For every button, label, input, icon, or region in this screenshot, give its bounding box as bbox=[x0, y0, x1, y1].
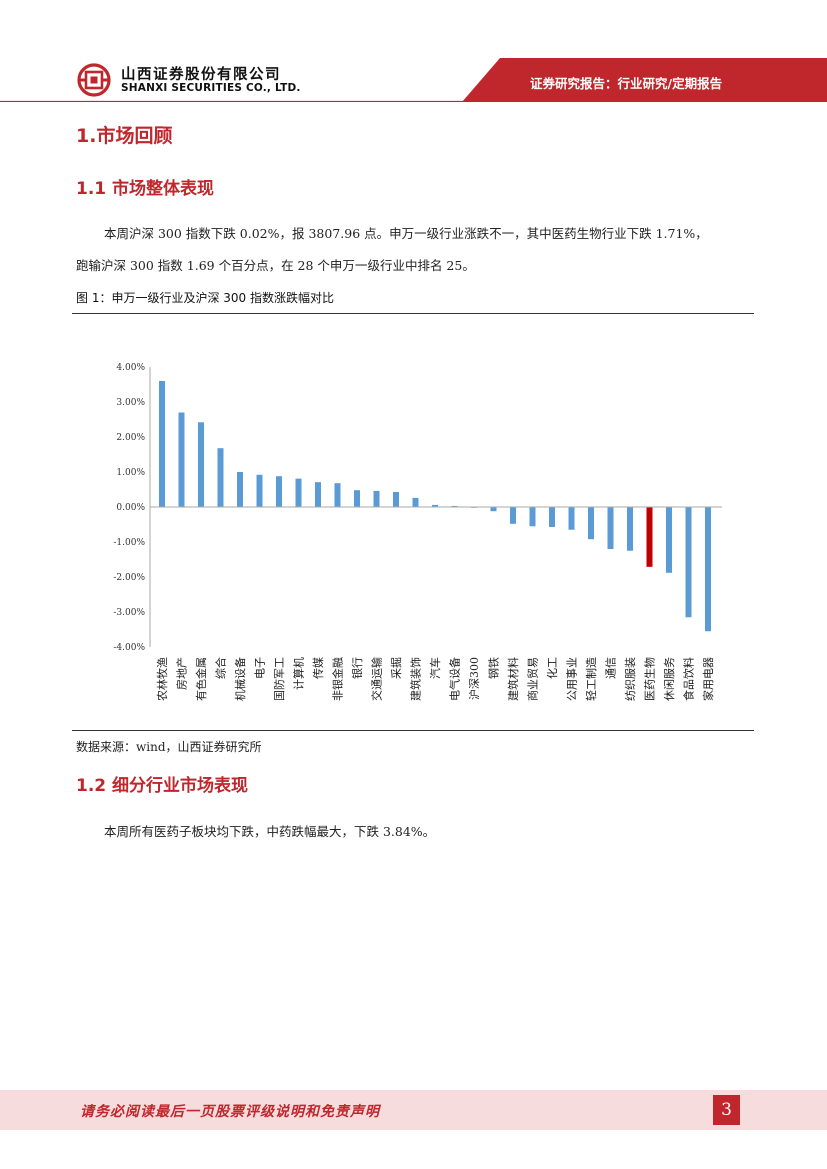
bar-23 bbox=[607, 507, 614, 549]
subsection-title-1: 1.1 市场整体表现 bbox=[76, 179, 215, 199]
header-band bbox=[0, 58, 827, 102]
bar-6 bbox=[276, 476, 282, 507]
bar-19 bbox=[529, 507, 536, 527]
bar-28 bbox=[705, 507, 711, 632]
footer-disclaimer: 请务必阅读最后一页股票评级说明和免责声明 bbox=[80, 1104, 380, 1120]
footer-band bbox=[0, 1090, 827, 1130]
category-label: 建筑装饰 bbox=[409, 657, 423, 701]
bar-7 bbox=[295, 478, 302, 507]
y-tick-label: 0.00% bbox=[116, 503, 145, 513]
bar-11 bbox=[373, 490, 380, 507]
figure-source: 数据来源：wind，山西证券研究所 bbox=[76, 740, 262, 754]
bar-9 bbox=[334, 483, 341, 507]
bar-2 bbox=[198, 422, 204, 507]
category-label: 银行 bbox=[350, 657, 364, 679]
bar-8 bbox=[315, 482, 321, 507]
bar-0 bbox=[159, 381, 165, 507]
category-label: 电子 bbox=[254, 657, 267, 679]
category-label: 公用事业 bbox=[566, 657, 579, 701]
bar-10 bbox=[354, 490, 360, 507]
figure-bottom-rule bbox=[72, 730, 754, 731]
company-name-en: SHANXI SECURITIES CO., LTD. bbox=[121, 82, 301, 94]
y-tick-label: -3.00% bbox=[113, 608, 145, 618]
bar-27 bbox=[685, 507, 692, 618]
y-tick-label: -2.00% bbox=[113, 573, 145, 583]
category-label: 采掘 bbox=[389, 657, 403, 679]
bar-20 bbox=[549, 507, 555, 527]
y-tick-label: 2.00% bbox=[116, 433, 145, 443]
category-label: 通信 bbox=[605, 657, 618, 679]
subsection-title-2: 1.2 细分行业市场表现 bbox=[76, 776, 249, 796]
category-label: 综合 bbox=[214, 657, 228, 679]
category-label: 农林牧渔 bbox=[155, 657, 169, 701]
bar-13 bbox=[412, 497, 419, 507]
page-number: 3 bbox=[713, 1095, 740, 1125]
paragraph-market-line2: 跑输沪深 300 指数 1.69 个百分点，在 28 个申万一级行业中排名 25… bbox=[76, 258, 475, 273]
category-label: 计算机 bbox=[292, 657, 306, 690]
figure-caption: 图 1：申万一级行业及沪深 300 指数涨跌幅对比 bbox=[76, 291, 334, 305]
company-logo bbox=[77, 63, 111, 97]
figure-top-rule bbox=[72, 313, 754, 314]
category-label: 休闲服务 bbox=[662, 657, 676, 701]
bar-1 bbox=[178, 412, 185, 507]
category-label: 有色金属 bbox=[194, 657, 208, 701]
category-label: 交通运输 bbox=[370, 657, 384, 701]
category-label: 非银金融 bbox=[331, 657, 345, 701]
y-tick-label: 4.00% bbox=[116, 363, 145, 373]
y-tick-label: -1.00% bbox=[113, 538, 145, 548]
category-label: 化工 bbox=[545, 657, 559, 679]
y-tick-label: 1.00% bbox=[116, 468, 145, 478]
category-label: 建筑材料 bbox=[506, 657, 520, 701]
category-label: 钢铁 bbox=[488, 657, 501, 679]
y-tick-label: -4.00% bbox=[113, 643, 145, 653]
category-label: 汽车 bbox=[428, 657, 442, 679]
category-label: 机械设备 bbox=[233, 657, 247, 701]
paragraph-market-line1: 本周沪深 300 指数下跌 0.02%，报 3807.96 点。申万一级行业涨跌… bbox=[104, 226, 708, 241]
bar-17 bbox=[490, 507, 497, 512]
bar-18 bbox=[510, 507, 516, 524]
category-label: 传媒 bbox=[312, 657, 325, 679]
category-label: 医药生物 bbox=[643, 657, 657, 701]
category-label: 国防军工 bbox=[272, 657, 286, 701]
bar-26 bbox=[666, 507, 672, 573]
y-tick-label: 3.00% bbox=[116, 398, 145, 408]
category-label: 沪深300 bbox=[467, 657, 481, 700]
bar-22 bbox=[588, 507, 594, 540]
category-label: 纺织服装 bbox=[623, 657, 637, 701]
section-title: 1.市场回顾 bbox=[76, 125, 173, 147]
bar-21 bbox=[568, 507, 575, 530]
report-type-label: 证券研究报告：行业研究/定期报告 bbox=[530, 76, 723, 91]
category-label: 电气设备 bbox=[448, 657, 462, 701]
bar-24 bbox=[627, 507, 633, 551]
bar-25 bbox=[646, 507, 653, 567]
bar-12 bbox=[393, 491, 399, 507]
industry-returns-chart: 4.00% 3.00% 2.00% 1.00% 0.00% -1.00% -2.00% -3.… bbox=[113, 363, 722, 701]
category-label: 商业贸易 bbox=[526, 657, 540, 701]
category-label: 家用电器 bbox=[701, 657, 715, 701]
bar-4 bbox=[237, 472, 243, 507]
bar-15 bbox=[451, 505, 458, 507]
bar-5 bbox=[256, 474, 263, 507]
paragraph-sub-industry: 本周所有医药子板块均下跌，中药跌幅最大，下跌 3.84%。 bbox=[104, 824, 436, 839]
category-label: 轻工制造 bbox=[584, 657, 598, 701]
category-label: 食品饮料 bbox=[682, 657, 696, 701]
bar-3 bbox=[217, 448, 224, 507]
company-name-cn: 山西证券股份有限公司 bbox=[121, 67, 281, 83]
bar-14 bbox=[432, 504, 438, 507]
category-label: 房地产 bbox=[175, 657, 189, 690]
